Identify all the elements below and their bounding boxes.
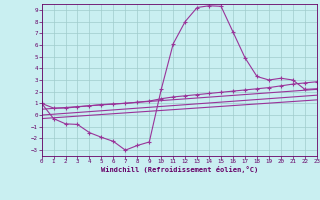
X-axis label: Windchill (Refroidissement éolien,°C): Windchill (Refroidissement éolien,°C) xyxy=(100,166,258,173)
